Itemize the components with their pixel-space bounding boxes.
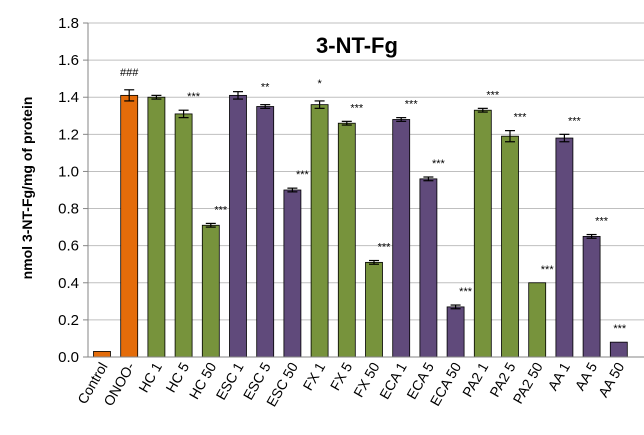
significance-label: *** (405, 99, 419, 111)
bar (174, 113, 193, 358)
bar (365, 261, 383, 358)
bars (93, 94, 628, 358)
bar (446, 306, 465, 358)
significance-label: *** (296, 169, 310, 181)
y-axis-label: nmol 3-NT-Fg/mg of protein (19, 97, 35, 280)
bar (256, 106, 275, 358)
significance-annotations: ###*************************************… (120, 67, 627, 335)
category-label: FX 1 (300, 359, 329, 393)
y-axis-tick-labels: 0.0 0.2 0.4 0.6 0.8 1.0 1.2 1.4 1.6 1.8 (58, 15, 79, 366)
bar (609, 341, 628, 358)
significance-label: ### (120, 67, 139, 79)
category-label: PA2 1 (459, 359, 492, 399)
bar (283, 189, 302, 358)
significance-label: *** (568, 115, 582, 127)
significance-label: *** (514, 112, 528, 124)
y-tick-label: 1.4 (58, 89, 79, 106)
bar (337, 122, 356, 358)
significance-label: *** (432, 158, 446, 170)
y-tick-label: 1.6 (58, 52, 79, 69)
significance-label: *** (595, 216, 609, 228)
bar (555, 137, 574, 358)
y-tick-label: 1.8 (58, 15, 79, 32)
bar (392, 119, 411, 358)
category-label: AA 1 (544, 359, 573, 393)
significance-label: *** (378, 242, 392, 254)
axes (87, 23, 644, 358)
y-tick-label: 1.2 (58, 126, 79, 143)
significance-label: *** (486, 89, 500, 101)
significance-label: *** (613, 323, 627, 335)
bar (201, 224, 220, 358)
significance-label: ** (261, 82, 270, 94)
y-tick-label: 0.6 (58, 238, 79, 255)
category-label: HC 1 (135, 359, 165, 395)
y-tick-label: 0.0 (58, 349, 79, 366)
bar (310, 104, 329, 358)
significance-label: *** (350, 102, 364, 114)
significance-label: * (317, 78, 322, 90)
bar (528, 282, 547, 358)
bar (229, 94, 247, 358)
error-bars (124, 89, 597, 310)
bar (419, 178, 438, 358)
y-tick-label: 0.4 (58, 275, 79, 292)
bar (582, 235, 601, 358)
y-tick-label: 0.2 (58, 312, 79, 329)
chart-title: 3-NT-Fg (316, 33, 398, 58)
category-label: AA 50 (595, 359, 628, 400)
bar (501, 135, 519, 358)
significance-label: *** (214, 204, 228, 216)
significance-label: *** (541, 264, 555, 276)
y-tick-label: 1.0 (58, 163, 79, 180)
bar (473, 109, 492, 358)
bar (120, 94, 139, 358)
y-tick-label: 0.8 (58, 201, 79, 218)
bar (93, 351, 111, 358)
significance-label: *** (459, 286, 473, 298)
significance-label: *** (187, 91, 201, 103)
bar (147, 96, 166, 358)
